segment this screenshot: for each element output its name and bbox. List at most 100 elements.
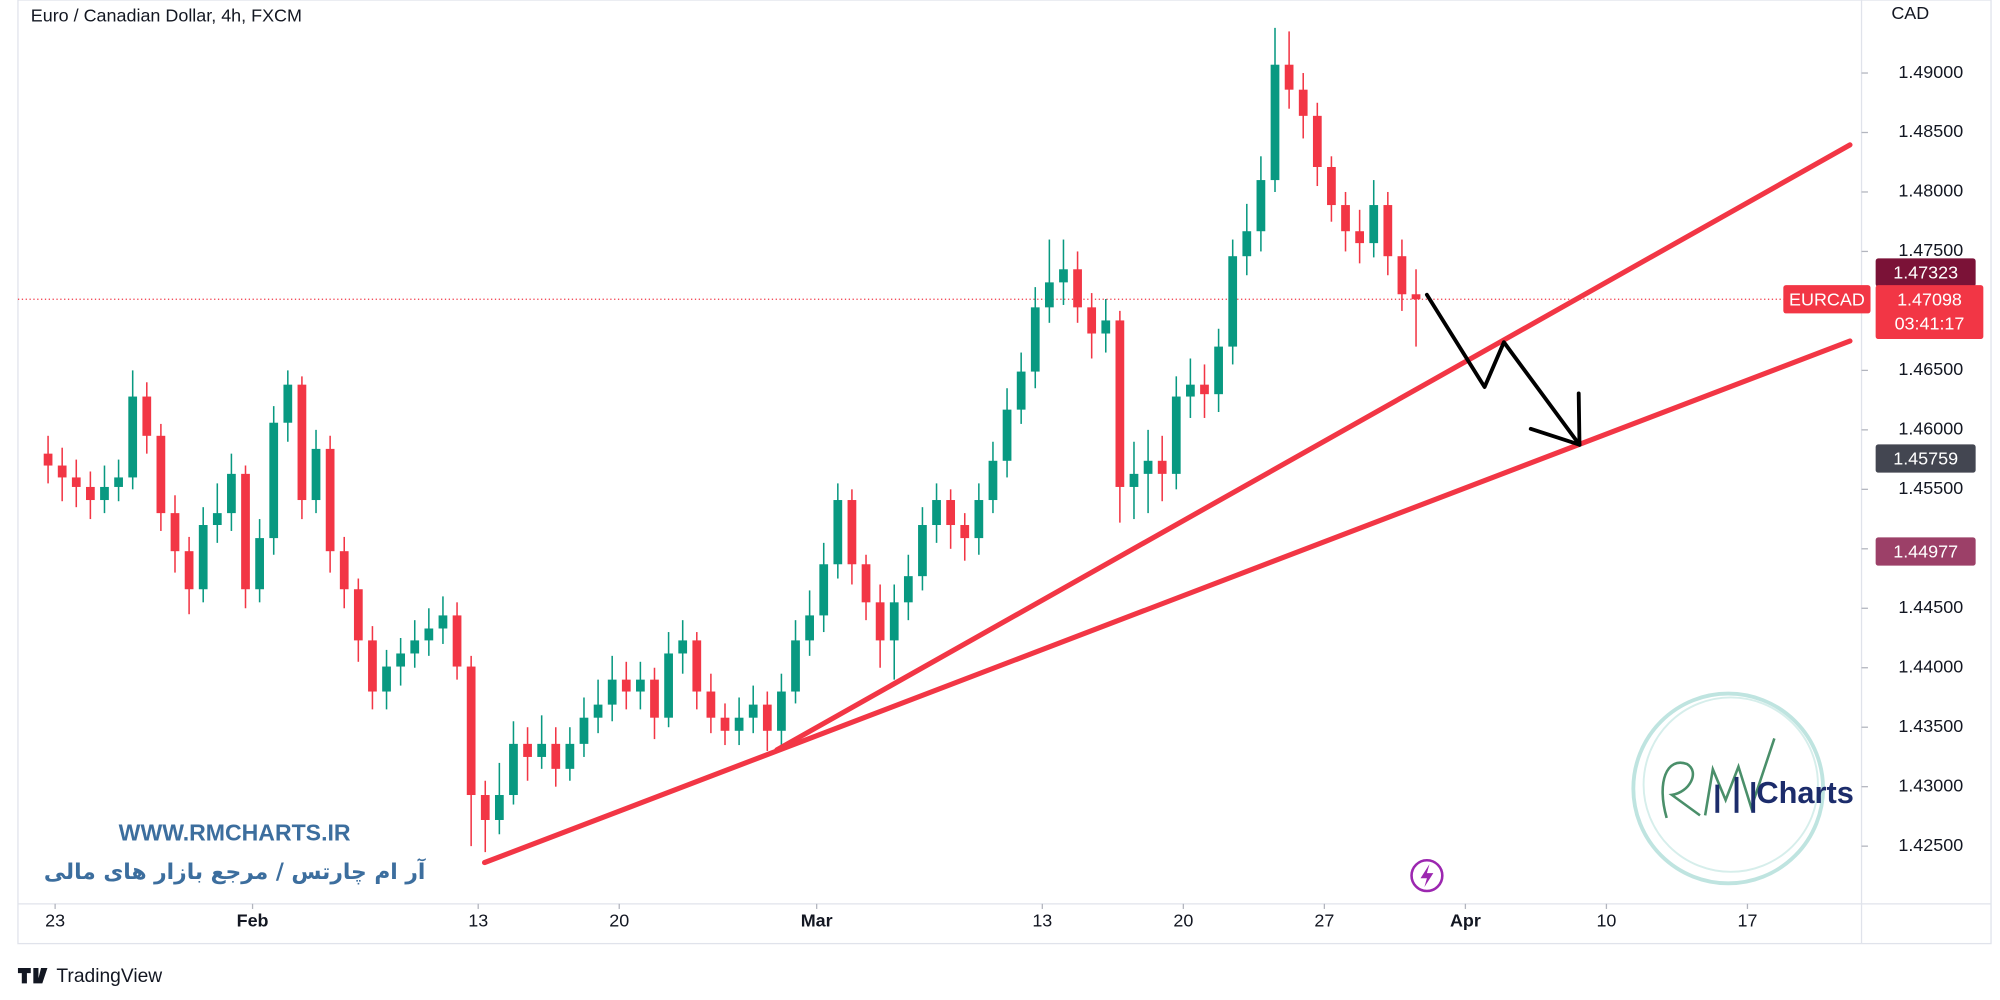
- candle-body: [57, 465, 67, 478]
- candle-body: [664, 653, 673, 718]
- watermark-site: WWW.RMCHARTS.IR: [119, 820, 351, 846]
- symbol-label-box: [1783, 285, 1871, 314]
- x-tick-label: 27: [1314, 911, 1334, 931]
- candle-body: [889, 602, 899, 641]
- candle-body: [720, 717, 730, 731]
- candle-body: [875, 602, 885, 641]
- candle-body: [1284, 64, 1294, 90]
- candle-body: [1200, 384, 1209, 395]
- logo: Charts: [1631, 691, 1854, 886]
- candle-body: [1411, 294, 1421, 300]
- candle-body: [1186, 384, 1195, 397]
- candle-body: [297, 384, 307, 501]
- candle-body: [283, 384, 293, 423]
- candle-body: [184, 551, 194, 590]
- candle-body: [43, 453, 53, 466]
- candle-body: [353, 589, 363, 641]
- arrow-path: [1424, 292, 1582, 447]
- price-label-text: 1.47323: [1893, 263, 1958, 283]
- logo-ring: [1631, 691, 1826, 886]
- candle-body: [170, 513, 180, 552]
- candle-body: [847, 500, 857, 565]
- candle-body: [1030, 307, 1040, 372]
- alert-icon[interactable]: [1410, 858, 1444, 893]
- candle-body: [1214, 346, 1223, 395]
- candle-body: [1101, 320, 1111, 334]
- x-tick-label: 17: [1737, 911, 1757, 931]
- candle-body: [706, 691, 716, 718]
- candle-body: [1087, 307, 1097, 334]
- x-tick-label: 20: [1173, 911, 1193, 931]
- price-label-box: [1875, 258, 1976, 287]
- candle-body: [1327, 166, 1336, 206]
- candle-body: [1355, 231, 1364, 244]
- candle-body: [734, 717, 744, 731]
- candle-body: [565, 743, 575, 769]
- candle-body: [1171, 396, 1181, 474]
- x-tick-label: 20: [609, 911, 629, 931]
- y-tick-label: 1.48000: [1898, 181, 1963, 201]
- candle-body: [339, 551, 349, 590]
- candle-body: [1016, 371, 1026, 410]
- candle-body: [156, 435, 166, 514]
- drawings-layer: [481, 142, 1853, 866]
- candle-body: [791, 640, 800, 692]
- candle-body: [1383, 205, 1393, 257]
- candle-body: [579, 717, 589, 744]
- candle-body: [861, 564, 871, 603]
- candle-body: [678, 640, 688, 654]
- candle-body: [494, 795, 504, 820]
- candle-body: [452, 615, 462, 667]
- candle-body: [805, 615, 814, 641]
- watermark-tagline: آر ام چارتس / مرجع بازار های مالی: [44, 857, 426, 885]
- price-label-box: [1875, 444, 1976, 473]
- alert-icon-bolt[interactable]: [1420, 864, 1434, 888]
- candle-body: [918, 525, 927, 577]
- candle-body: [1228, 256, 1238, 347]
- candle-body: [1256, 180, 1266, 232]
- candle-body: [1073, 269, 1082, 308]
- y-tick-label: 1.48500: [1898, 121, 1963, 141]
- candle-body: [1369, 205, 1379, 244]
- y-tick-label: 1.44000: [1898, 656, 1963, 676]
- candle-body: [593, 704, 603, 718]
- candle-body: [438, 615, 448, 629]
- footer-text: TradingView: [56, 966, 162, 987]
- last-price-box: [1875, 285, 1984, 340]
- y-tick-label: 1.44500: [1898, 597, 1963, 617]
- candle-body: [227, 473, 236, 514]
- candle-body: [1044, 282, 1054, 308]
- candle-body: [212, 513, 222, 526]
- candle-body: [128, 396, 138, 478]
- y-tick-label: 1.42500: [1898, 835, 1963, 855]
- candle-body: [1242, 231, 1252, 257]
- candle-body: [762, 704, 772, 731]
- candle-body: [833, 500, 843, 565]
- candle-body: [509, 743, 518, 796]
- candle-body: [551, 743, 561, 769]
- candle-body: [311, 448, 321, 501]
- candle-body: [932, 500, 941, 526]
- logo-r: [1661, 761, 1701, 819]
- candle-body: [537, 743, 547, 757]
- candle-body: [410, 640, 420, 654]
- candle-body: [974, 500, 984, 539]
- candle-body: [1270, 64, 1280, 181]
- candle-body: [368, 640, 377, 692]
- candle-body: [946, 500, 956, 526]
- candle-body: [86, 486, 95, 501]
- y-tick-label: 1.49000: [1898, 62, 1963, 82]
- candle-body: [1341, 205, 1350, 232]
- candle-body: [1115, 320, 1125, 487]
- candle-body: [1312, 115, 1322, 167]
- x-tick-label: Apr: [1450, 911, 1481, 931]
- candle-body: [650, 679, 659, 718]
- arrow-head: [1528, 426, 1582, 447]
- grid-layer: [17, 72, 1868, 909]
- x-tick-label: Mar: [801, 911, 833, 931]
- currency-label: CAD: [1891, 3, 1929, 23]
- candle-body: [424, 628, 434, 641]
- candle-body: [100, 486, 109, 501]
